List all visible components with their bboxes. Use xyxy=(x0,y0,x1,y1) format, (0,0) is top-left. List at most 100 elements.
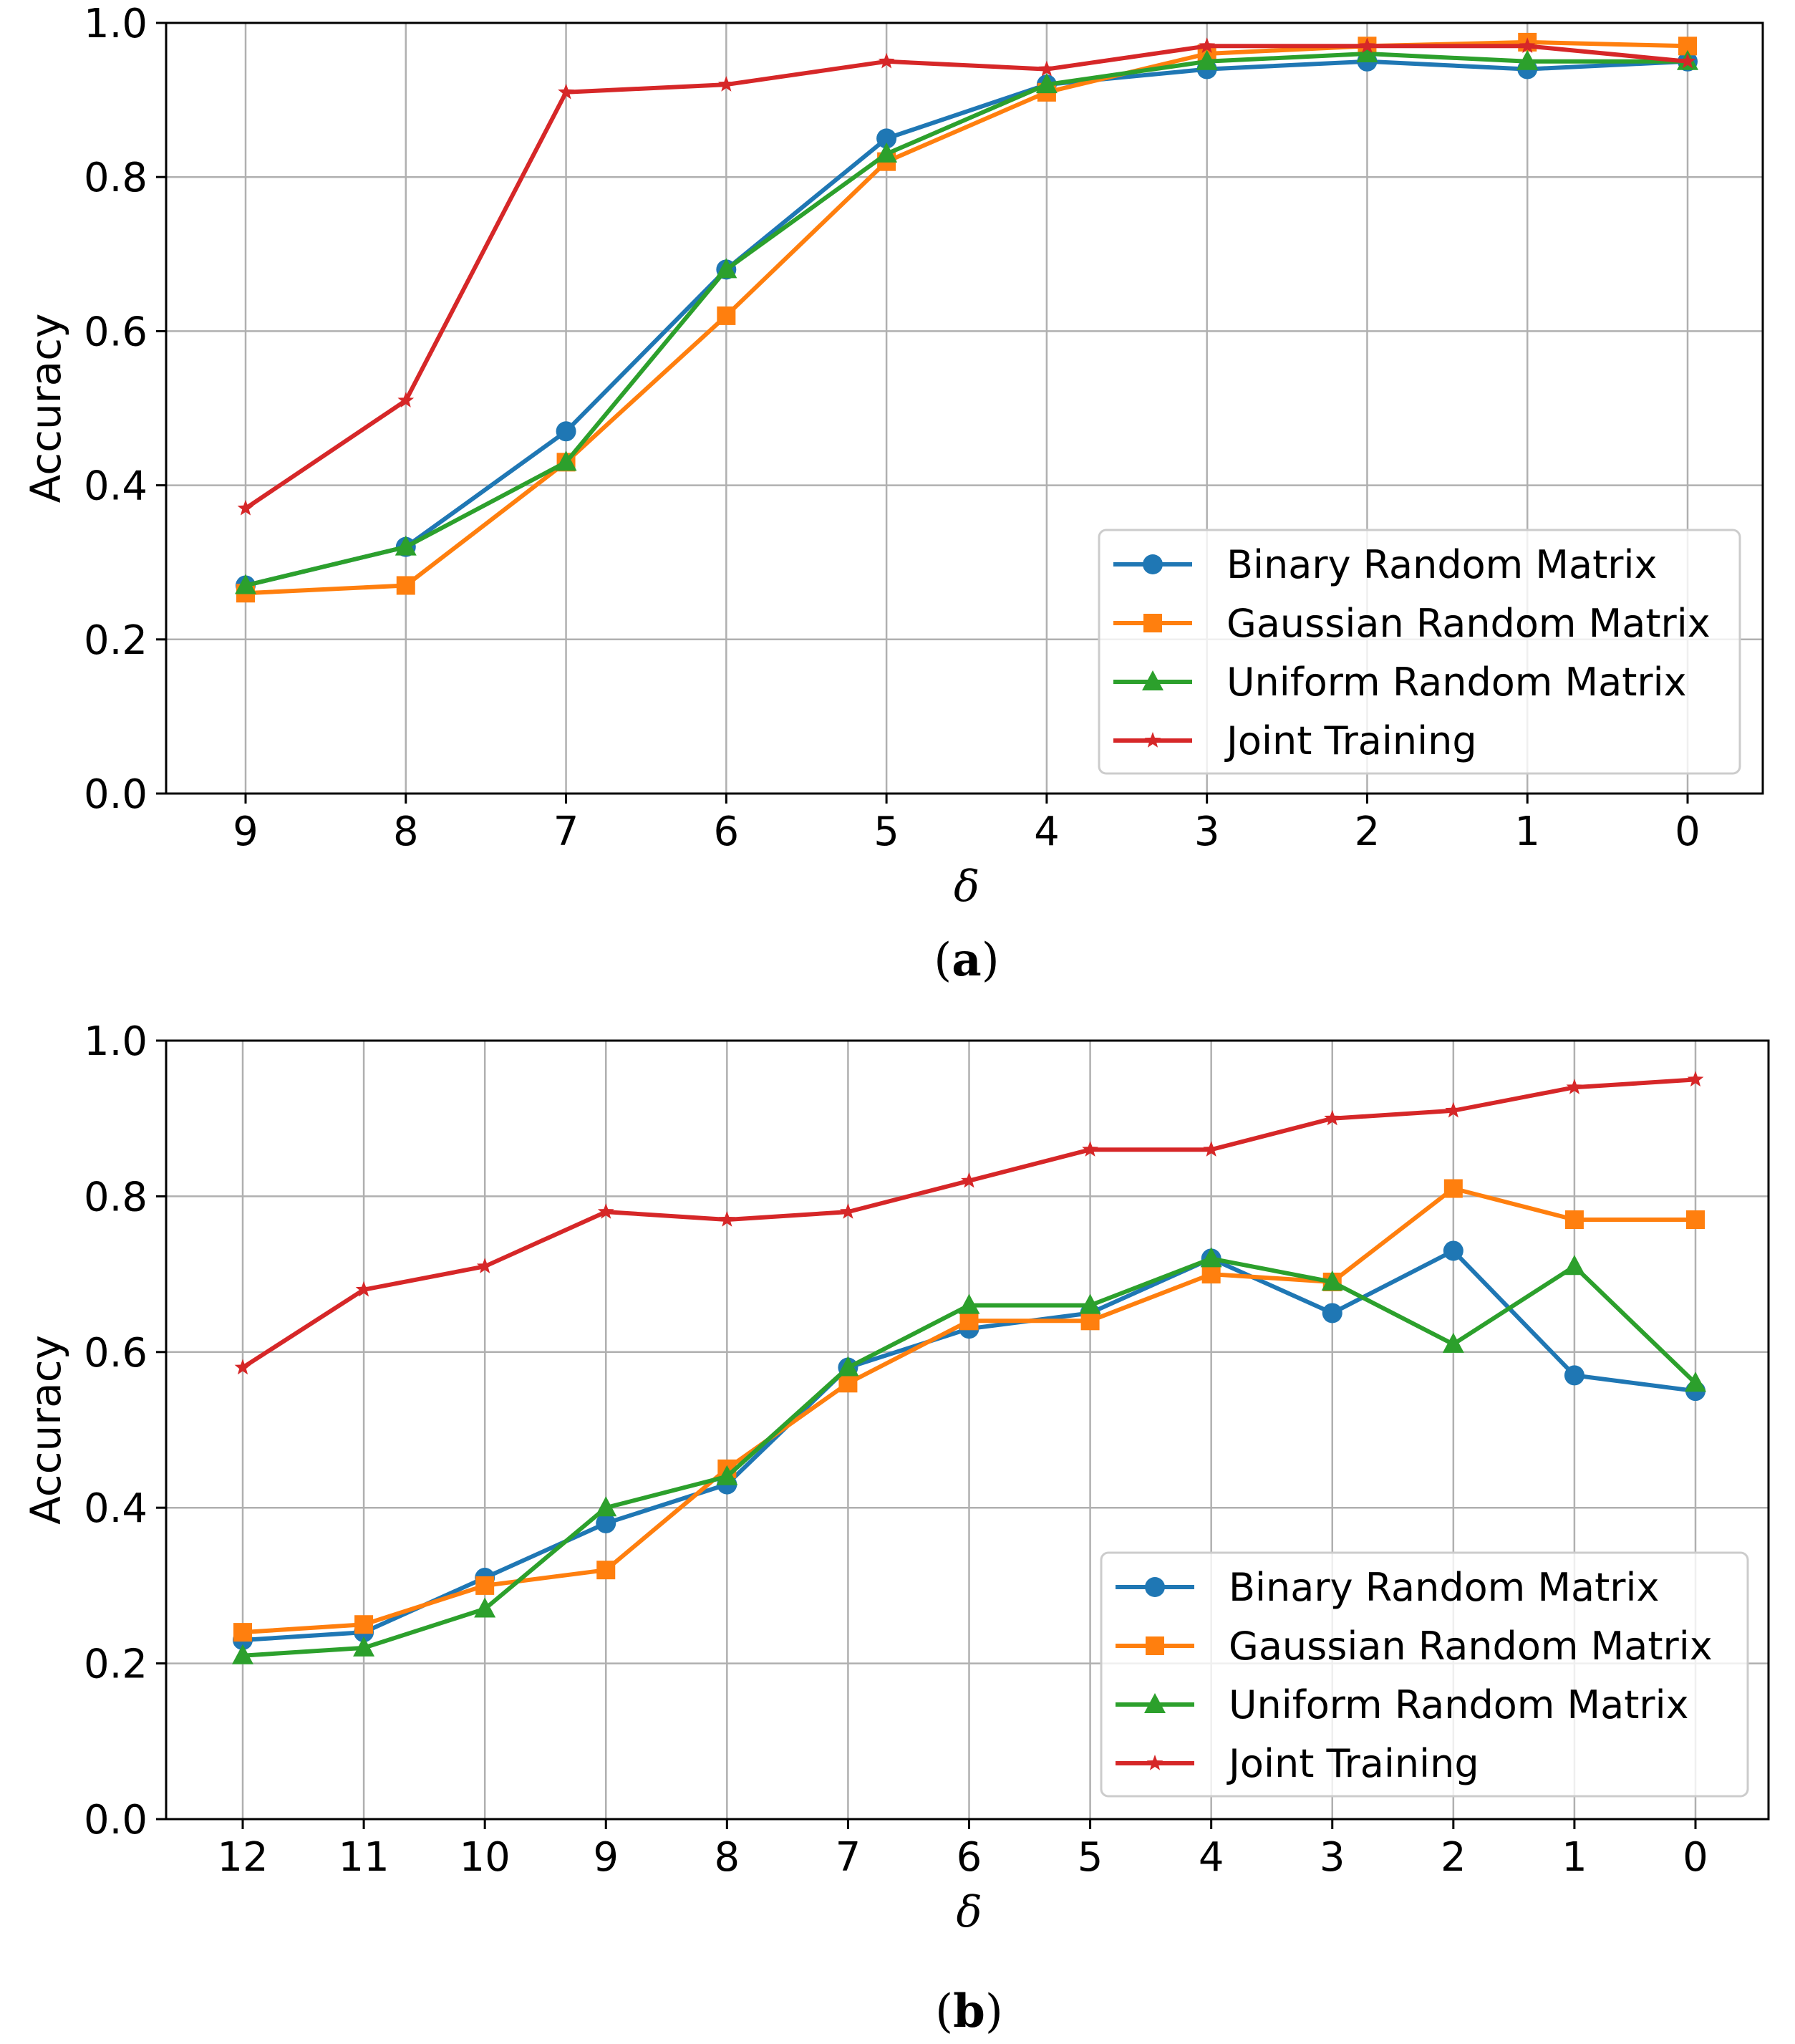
x-tick-label: 4 xyxy=(1199,1834,1224,1881)
data-point xyxy=(1321,1270,1343,1291)
data-point xyxy=(1196,49,1218,70)
data-point xyxy=(474,1597,496,1618)
data-point xyxy=(840,1203,856,1219)
panel-caption: (a) xyxy=(934,933,999,987)
data-point xyxy=(237,499,254,516)
legend-box xyxy=(1098,529,1741,775)
data-point xyxy=(718,1211,735,1227)
y-tick-label: 0.6 xyxy=(84,1330,147,1377)
data-point xyxy=(232,1644,253,1664)
x-tick-label: 7 xyxy=(553,809,579,855)
y-tick-label: 0.0 xyxy=(84,1797,147,1843)
y-tick-label: 0.8 xyxy=(84,155,147,201)
chart-panel-a: 0.0 0.2 0.4 0.6 0.8 1.0 9 8 7 6 5 4 3 2 1 0 Accuracy δ (a)… xyxy=(21,1,1764,987)
legend-marker xyxy=(1145,1577,1165,1597)
series-uniform-random-matrix xyxy=(232,1247,1706,1664)
data-point xyxy=(1519,37,1536,53)
y-tick-label: 0.2 xyxy=(84,617,147,664)
x-tick-label: 8 xyxy=(715,1834,740,1881)
data-point xyxy=(959,1311,979,1331)
data-point xyxy=(233,1623,252,1642)
data-point xyxy=(1687,1071,1704,1087)
panel-caption: (b) xyxy=(935,1985,1003,2038)
chart-panel-b: 0.00.20.40.60.81.012 11 10 9 8 7 6 5 4 3 2 1 0Accura… xyxy=(21,1018,1770,2038)
data-point xyxy=(838,1374,858,1393)
y-tick-label: 0.8 xyxy=(84,1174,147,1220)
series-joint-training xyxy=(237,37,1696,516)
legend: Binary Random Matrix Gaussian Random Matr… xyxy=(1100,1551,1749,1798)
data-point xyxy=(1442,1332,1464,1353)
data-point xyxy=(1080,1311,1100,1331)
data-point xyxy=(354,1615,374,1634)
legend-marker xyxy=(1143,614,1162,632)
x-axis-label: δ xyxy=(956,1887,982,1937)
data-point xyxy=(1038,60,1055,77)
legend-label: Joint Training xyxy=(1226,1741,1479,1786)
legend-marker xyxy=(1144,1693,1166,1713)
data-point xyxy=(876,142,898,163)
legend-marker xyxy=(1142,670,1163,690)
plot-frame xyxy=(165,1039,1770,1821)
data-point xyxy=(397,392,415,408)
data-point xyxy=(595,1496,617,1517)
legend-label: Binary Random Matrix xyxy=(1226,542,1657,587)
x-tick-label: 6 xyxy=(957,1834,982,1881)
x-tick-label: 12 xyxy=(217,1834,268,1881)
y-tick-label: 1.0 xyxy=(84,1,147,47)
x-tick-label: 1 xyxy=(1562,1834,1587,1881)
x-tick-label: 5 xyxy=(1078,1834,1103,1881)
data-point xyxy=(396,576,415,595)
legend-label: Joint Training xyxy=(1224,718,1477,763)
series-line xyxy=(244,44,1688,511)
data-point xyxy=(958,1293,980,1314)
x-tick-label: 0 xyxy=(1675,809,1700,855)
data-point xyxy=(596,1561,616,1580)
series-line xyxy=(245,59,1688,588)
series-line xyxy=(245,39,1688,596)
data-point xyxy=(1685,1371,1706,1392)
legend-marker xyxy=(1146,1755,1163,1770)
series-line xyxy=(245,52,1688,588)
y-tick-label: 0.6 xyxy=(84,309,147,355)
data-point xyxy=(1203,1141,1220,1157)
data-point xyxy=(1322,1303,1342,1324)
data-point xyxy=(1679,52,1696,69)
data-point xyxy=(1201,1265,1221,1284)
legend-label: Gaussian Random Matrix xyxy=(1226,601,1711,646)
x-tick-label: 3 xyxy=(1194,809,1220,855)
data-point xyxy=(596,1513,616,1533)
x-tick-label: 5 xyxy=(874,809,899,855)
data-point xyxy=(878,52,895,69)
data-point xyxy=(715,258,737,279)
legend-label: Binary Random Matrix xyxy=(1229,1565,1659,1610)
x-tick-label: 9 xyxy=(593,1834,619,1881)
data-point xyxy=(1359,37,1375,53)
series-binary-random-matrix xyxy=(236,51,1698,596)
y-axis-label: Accuracy xyxy=(21,314,70,503)
data-point xyxy=(717,306,736,325)
legend-box xyxy=(1100,1551,1749,1798)
panel-caption-letter: a xyxy=(952,933,981,987)
y-tick-label: 0.4 xyxy=(84,463,147,510)
data-point xyxy=(1200,1247,1222,1268)
y-tick-label: 0.0 xyxy=(84,771,147,818)
x-tick-label: 11 xyxy=(338,1834,389,1881)
data-point xyxy=(395,535,417,556)
x-tick-label: 1 xyxy=(1514,809,1540,855)
data-point xyxy=(1079,1293,1101,1314)
data-point xyxy=(475,1576,495,1595)
data-point xyxy=(1082,1141,1098,1157)
data-point xyxy=(876,128,897,149)
y-axis-label: Accuracy xyxy=(21,1335,70,1525)
data-point xyxy=(961,1172,977,1188)
panel-caption-letter: b xyxy=(953,1985,985,2038)
series-joint-training xyxy=(234,1071,1704,1375)
data-point xyxy=(235,574,256,594)
plot-frame xyxy=(165,21,1764,795)
data-point xyxy=(355,1281,372,1297)
data-point xyxy=(558,83,574,100)
x-tick-label: 7 xyxy=(836,1834,861,1881)
legend-marker xyxy=(1143,554,1163,574)
x-tick-label: 4 xyxy=(1034,809,1060,855)
data-point xyxy=(476,1258,493,1273)
